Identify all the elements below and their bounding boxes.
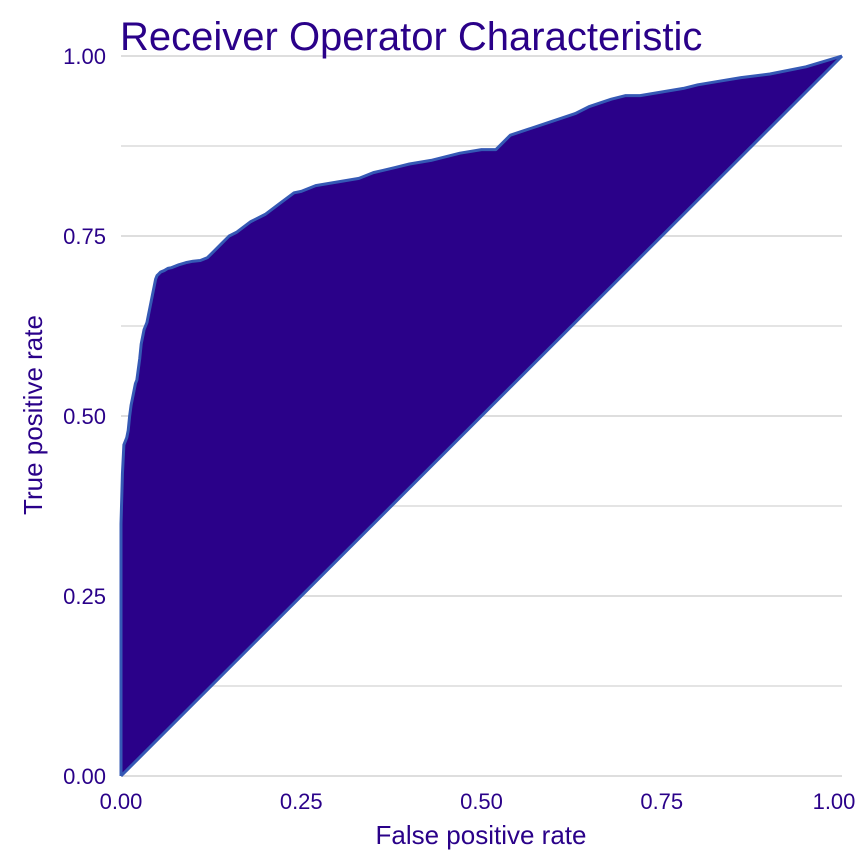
- y-tick-label: 1.00: [63, 44, 106, 69]
- y-tick-label: 0.50: [63, 404, 106, 429]
- line-layer: [119, 54, 844, 778]
- reference-diagonal-line: [119, 54, 844, 778]
- x-tick-label: 1.00: [813, 789, 856, 814]
- x-tick-label: 0.25: [280, 789, 323, 814]
- y-tick-label: 0.25: [63, 584, 106, 609]
- roc-curve-line: [119, 54, 843, 776]
- y-tick-label: 0.75: [63, 224, 106, 249]
- y-tick-label: 0.00: [63, 764, 106, 789]
- y-axis-title: True positive rate: [18, 315, 48, 515]
- chart-title: Receiver Operator Characteristic: [120, 15, 702, 59]
- x-tick-label: 0.00: [100, 789, 143, 814]
- x-axis-title: False positive rate: [376, 820, 587, 850]
- tick-layer: 0.00 0.25 0.50 0.75 1.00 0.00 0.25 0.50 0.75 1.00: [63, 44, 855, 814]
- x-tick-label: 0.50: [460, 789, 503, 814]
- x-tick-label: 0.75: [640, 789, 683, 814]
